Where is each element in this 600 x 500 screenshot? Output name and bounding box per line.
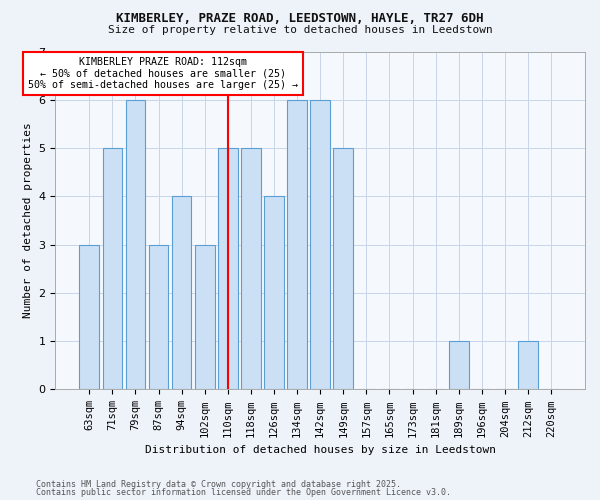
Text: KIMBERLEY PRAZE ROAD: 112sqm
← 50% of detached houses are smaller (25)
50% of se: KIMBERLEY PRAZE ROAD: 112sqm ← 50% of de… <box>28 56 298 90</box>
Bar <box>449 341 469 390</box>
Bar <box>287 100 307 390</box>
X-axis label: Distribution of detached houses by size in Leedstown: Distribution of detached houses by size … <box>145 445 496 455</box>
Bar <box>241 148 261 390</box>
Bar <box>125 100 145 390</box>
Bar <box>103 148 122 390</box>
Text: Contains public sector information licensed under the Open Government Licence v3: Contains public sector information licen… <box>36 488 451 497</box>
Bar <box>195 244 215 390</box>
Text: Contains HM Land Registry data © Crown copyright and database right 2025.: Contains HM Land Registry data © Crown c… <box>36 480 401 489</box>
Bar <box>334 148 353 390</box>
Bar <box>518 341 538 390</box>
Bar <box>172 196 191 390</box>
Text: Size of property relative to detached houses in Leedstown: Size of property relative to detached ho… <box>107 25 493 35</box>
Text: KIMBERLEY, PRAZE ROAD, LEEDSTOWN, HAYLE, TR27 6DH: KIMBERLEY, PRAZE ROAD, LEEDSTOWN, HAYLE,… <box>116 12 484 26</box>
Bar <box>264 196 284 390</box>
Bar <box>218 148 238 390</box>
Bar <box>149 244 169 390</box>
Bar <box>310 100 330 390</box>
Bar <box>79 244 99 390</box>
Y-axis label: Number of detached properties: Number of detached properties <box>23 122 33 318</box>
